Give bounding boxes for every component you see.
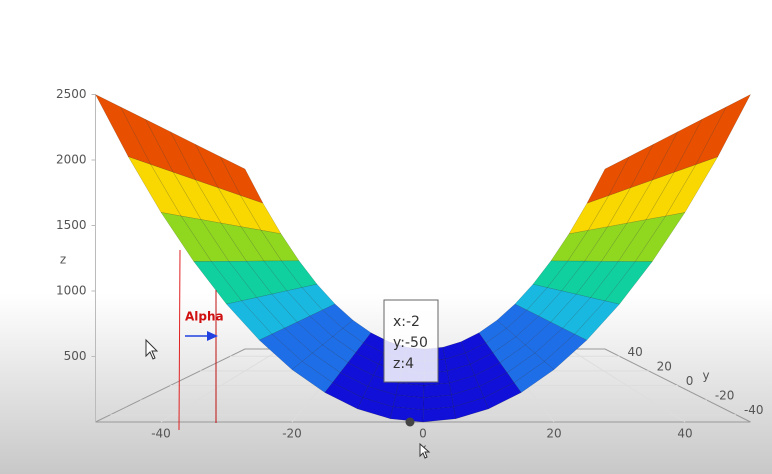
surface-strip [94,93,264,204]
y-tick-label: 40 [628,345,643,359]
cursor [145,338,159,360]
z-tick-label: 1000 [56,284,87,298]
y-axis-label: y [702,369,709,383]
x-tick-label: -40 [151,427,171,441]
tooltip-line: y:-50 [393,335,428,351]
y-tick-label: -40 [744,403,764,417]
surface-strip [291,319,372,393]
surface-strip [514,283,620,341]
surface [94,93,752,423]
cursor [419,442,431,459]
surface-strip [460,332,522,410]
z-axis-label: z [60,253,66,267]
annotation: Alpha [178,249,224,431]
tooltip-line: x:-2 [393,314,420,330]
surface-strip [127,156,282,235]
z-tick-label: 2500 [56,87,87,101]
surface-facet [630,131,679,189]
z-tick-label: 500 [64,349,87,363]
x-tick-label: 40 [677,427,692,441]
z-tick-label: 1500 [56,218,87,232]
surface-strip [258,303,354,370]
z-tick-label: 2000 [56,153,87,167]
surface-strip [226,283,336,341]
surface-strip [586,93,752,204]
surface-facet [695,93,752,165]
surface-strip [193,260,318,305]
x-tick-label: -20 [282,427,302,441]
arrow-head [207,331,218,341]
tooltip: x:-2 y:-50 z:4 [383,299,439,383]
marker-line [178,249,181,431]
tooltip-line: z:4 [393,356,414,372]
y-tick-label: 0 [686,374,694,388]
tooltip-box [383,299,439,383]
floor-outline [95,348,751,423]
surface-strip [568,156,719,235]
annotation-text: Alpha [185,310,224,324]
y-tick-label: -20 [715,389,735,403]
surface-facet [608,143,655,196]
x-tick-label: 0 [419,427,427,441]
surface-strip [550,212,686,262]
surface-strip [442,341,489,420]
y-tick-label: 20 [657,359,672,373]
surface-strip [496,303,588,370]
point-marker [405,417,415,427]
surface-strip [160,212,300,262]
x-tick-label: 20 [546,427,561,441]
